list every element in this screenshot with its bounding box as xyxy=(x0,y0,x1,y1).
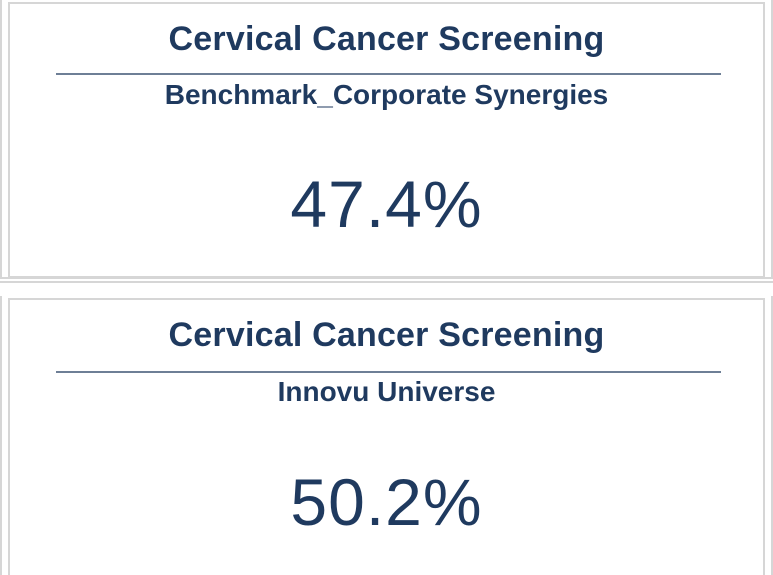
left-edge-divider xyxy=(0,0,2,278)
right-edge-divider xyxy=(771,0,773,278)
kpi-value: 47.4% xyxy=(290,167,483,241)
kpi-title: Cervical Cancer Screening xyxy=(168,20,605,58)
kpi-value: 50.2% xyxy=(290,465,483,539)
kpi-card-benchmark[interactable]: Cervical Cancer Screening Benchmark_Corp… xyxy=(8,2,765,278)
kpi-title: Cervical Cancer Screening xyxy=(168,316,605,354)
kpi-card-innovu[interactable]: Cervical Cancer Screening Innovu Univers… xyxy=(8,298,765,575)
section-separator xyxy=(0,277,773,283)
right-edge-divider xyxy=(771,296,773,575)
title-divider xyxy=(56,371,721,373)
left-edge-divider xyxy=(0,296,2,575)
kpi-subtitle: Innovu Universe xyxy=(277,376,496,407)
title-divider xyxy=(56,73,721,75)
kpi-subtitle: Benchmark_Corporate Synergies xyxy=(164,79,609,110)
